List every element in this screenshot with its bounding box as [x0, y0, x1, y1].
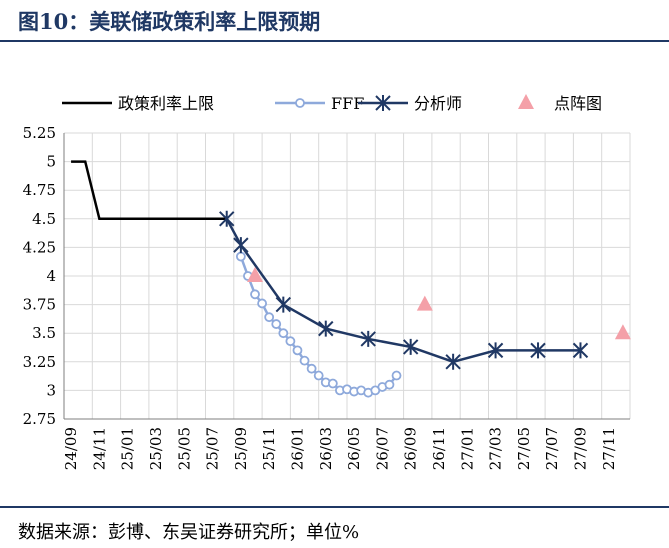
x-tick-label: 26/05 [345, 427, 363, 470]
source-note: 数据来源：彭博、东吴证券研究所；单位% [18, 522, 360, 543]
fff-point [264, 312, 275, 323]
title-rule [0, 40, 669, 42]
x-tick-label: 27/09 [571, 427, 589, 470]
legend-marker [295, 98, 305, 108]
y-tick-label: 3 [46, 381, 56, 399]
y-tick-label: 5 [46, 153, 56, 171]
legend-swatch [518, 94, 534, 109]
y-tick-label: 4.25 [23, 238, 56, 256]
x-tick-label: 24/11 [90, 427, 108, 470]
fff-point [327, 378, 338, 389]
x-tick-label: 27/01 [458, 427, 476, 470]
x-tick-label: 27/11 [600, 427, 618, 470]
y-tick-label: 3.5 [32, 324, 56, 342]
x-tick-label: 25/05 [175, 427, 193, 470]
fff-point [391, 370, 402, 381]
analyst-point [318, 320, 334, 337]
analyst-point [219, 210, 235, 227]
series-line-0 [71, 160, 227, 221]
analyst-point [572, 342, 589, 359]
fff-point [278, 328, 289, 339]
y-tick-label: 3.25 [23, 353, 56, 371]
legend-label: FFF [331, 94, 364, 113]
x-tick-label: 26/01 [288, 427, 306, 470]
x-tick-label: 25/01 [119, 427, 137, 470]
x-tick-label: 25/03 [147, 427, 165, 470]
legend-label: 政策利率上限 [118, 94, 214, 113]
dotplot-point [247, 267, 264, 282]
y-tick-label: 5.25 [23, 124, 56, 142]
analyst-point [445, 353, 461, 370]
fff-point [299, 355, 310, 366]
y-tick-label: 4.75 [23, 181, 56, 199]
x-tick-label: 26/11 [430, 427, 448, 470]
dotplot-point [614, 324, 631, 340]
y-tick-label: 3.75 [23, 296, 56, 314]
y-tick-label: 2.75 [23, 410, 56, 428]
x-tick-label: 25/09 [232, 427, 250, 470]
legend-label: 点阵图 [554, 94, 602, 113]
x-tick-label: 27/07 [543, 427, 561, 470]
fff-point [292, 345, 303, 356]
x-tick-label: 26/09 [402, 427, 420, 470]
fff-point [384, 379, 395, 390]
analyst-point [402, 338, 419, 355]
fff-point [285, 336, 296, 347]
fff-point [306, 363, 317, 374]
legend-label: 分析师 [414, 94, 462, 113]
legend-marker [375, 95, 391, 111]
chart-title: 图10：美联储政策利率上限预期 [18, 9, 321, 34]
fff-point [313, 370, 324, 381]
y-tick-label: 4 [46, 267, 56, 285]
fff-point [235, 251, 246, 262]
x-tick-label: 26/07 [373, 427, 391, 470]
y-tick-label: 4.5 [32, 210, 56, 228]
x-tick-label: 27/05 [515, 427, 533, 470]
fff-point [257, 298, 268, 309]
footer-rule [0, 506, 669, 508]
dotplot-point [416, 295, 433, 311]
analyst-point [530, 342, 546, 359]
x-tick-label: 27/03 [487, 427, 505, 470]
x-tick-label: 26/03 [317, 427, 335, 470]
fff-point [271, 319, 282, 329]
x-tick-label: 24/09 [62, 427, 80, 470]
fff-point [250, 289, 260, 300]
series-line-2 [225, 218, 581, 364]
analyst-point [233, 237, 249, 254]
x-tick-label: 25/07 [204, 427, 222, 470]
analyst-point [360, 330, 376, 347]
analyst-point [275, 296, 292, 313]
analyst-point [487, 342, 504, 359]
x-tick-label: 25/11 [260, 427, 278, 470]
